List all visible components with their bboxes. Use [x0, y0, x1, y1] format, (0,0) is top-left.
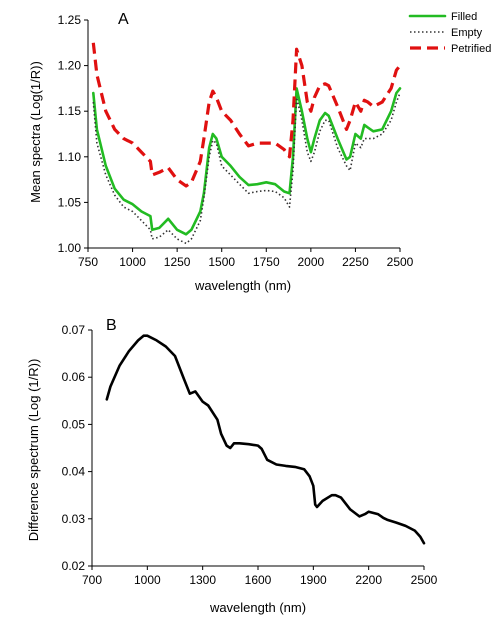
- y-tick-label: 1.25: [58, 13, 82, 27]
- x-tick-label: 1750: [253, 255, 280, 269]
- series-line-petrified: [91, 42, 402, 188]
- legend-label-empty: Empty: [451, 27, 483, 39]
- y-tick-label: 0.06: [62, 370, 86, 384]
- y-tick-label: 0.02: [62, 559, 86, 573]
- x-tick-label: 1900: [300, 573, 327, 587]
- series-line-empty: [92, 92, 401, 245]
- chart-a: A 750 1000 1250 1500 1750 2000 2250 2500 1.001.…: [28, 11, 491, 293]
- chart-b-panel-label: B: [106, 317, 117, 334]
- x-tick-label: 2500: [411, 573, 438, 587]
- chart-b-series: [105, 334, 426, 545]
- chart-b: B 700 1000 1300 1600 1900 2200 2500 0.020.030.…: [26, 317, 438, 615]
- chart-a-x-ticks: 750 1000 1250 1500 1750 2000 2250 2500: [78, 255, 414, 269]
- legend-label-filled: Filled: [451, 11, 477, 23]
- chart-a-y-axis-label: Mean spectra (Log(1/R)): [28, 61, 43, 203]
- y-tick-label: 0.07: [62, 323, 86, 337]
- series-line-difference: [105, 334, 426, 545]
- x-tick-label: 750: [78, 255, 98, 269]
- chart-a-x-axis-label: wavelength (nm): [194, 278, 291, 293]
- x-tick-label: 2250: [342, 255, 369, 269]
- chart-a-y-ticks: 1.00 1.05 1.10 1.15 1.20 1.25: [58, 13, 82, 255]
- legend-label-petrified: Petrified: [451, 43, 491, 55]
- x-tick-label: 1300: [189, 573, 216, 587]
- chart-b-x-ticks: 700 1000 1300 1600 1900 2200 2500: [82, 573, 438, 587]
- x-tick-label: 1000: [119, 255, 146, 269]
- y-tick-label: 1.10: [58, 150, 82, 164]
- series-line-filled: [92, 87, 402, 236]
- y-tick-label: 1.15: [58, 104, 82, 118]
- x-tick-label: 2500: [387, 255, 414, 269]
- chart-a-series: [91, 42, 402, 245]
- x-tick-label: 1000: [134, 573, 161, 587]
- y-tick-label: 0.03: [62, 512, 86, 526]
- x-tick-label: 700: [82, 573, 102, 587]
- chart-b-y-ticks: 0.02 0.03 0.04 0.05 0.06 0.07: [62, 323, 86, 573]
- chart-b-y-axis-label: Difference spectrum (Log (1/R)): [26, 359, 41, 542]
- x-tick-label: 1500: [208, 255, 235, 269]
- chart-a-legend: Filled Empty Petrified: [408, 11, 491, 55]
- y-tick-label: 1.05: [58, 195, 82, 209]
- x-tick-label: 2200: [355, 573, 382, 587]
- y-tick-label: 1.00: [58, 241, 82, 255]
- chart-a-axes: [84, 19, 401, 252]
- y-tick-label: 0.04: [62, 465, 86, 479]
- x-tick-label: 1250: [164, 255, 191, 269]
- y-tick-label: 0.05: [62, 417, 86, 431]
- chart-b-axes: [88, 329, 425, 570]
- x-tick-label: 1600: [245, 573, 272, 587]
- chart-a-panel-label: A: [118, 11, 129, 28]
- chart-b-x-axis-label: wavelength (nm): [209, 600, 306, 615]
- y-tick-label: 1.20: [58, 59, 82, 73]
- x-tick-label: 2000: [298, 255, 325, 269]
